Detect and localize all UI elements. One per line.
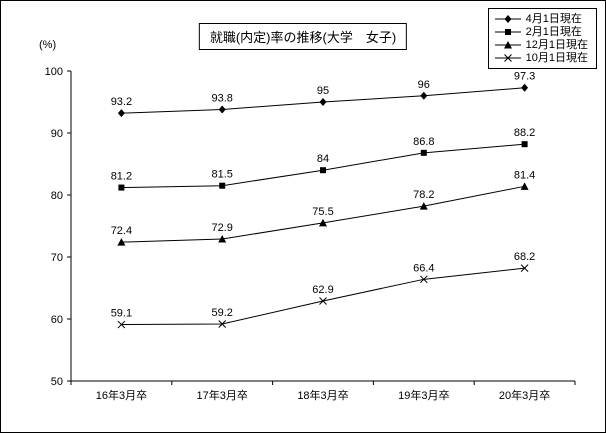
- y-tick-label: 60: [51, 314, 63, 326]
- triangle-marker: [419, 202, 428, 210]
- triangle-marker: [503, 41, 512, 49]
- data-label: 59.1: [111, 308, 132, 320]
- series-line-1: [121, 143, 525, 189]
- x-category-label: 17年3月卒: [197, 388, 248, 402]
- legend-item: 4月1日現在: [494, 13, 588, 25]
- legend-label: 2月1日現在: [525, 26, 582, 38]
- y-tick-label: 50: [51, 376, 63, 388]
- chart-legend: 4月1日現在 2月1日現在 12月1日現在 10月1日現在: [487, 8, 597, 69]
- data-label: 88.2: [514, 127, 535, 139]
- square-marker: [504, 29, 511, 35]
- x-marker: [319, 297, 327, 305]
- diamond-marker: [218, 105, 226, 114]
- triangle-marker: [117, 238, 126, 246]
- diamond-marker: [521, 83, 529, 92]
- square-marker: [219, 182, 226, 189]
- square-marker: [521, 141, 528, 148]
- legend-marker-square: [494, 29, 521, 35]
- data-label: 81.2: [111, 171, 132, 183]
- y-tick-label: 80: [51, 190, 63, 202]
- data-label: 97.3: [514, 71, 535, 83]
- data-label: 84: [317, 153, 329, 165]
- x-category-label: 20年3月卒: [499, 388, 550, 402]
- data-label: 86.8: [413, 136, 434, 148]
- triangle-marker: [520, 182, 529, 190]
- diamond-marker: [117, 109, 125, 118]
- data-label: 81.5: [211, 169, 232, 181]
- legend-item: 12月1日現在: [494, 39, 588, 51]
- diamond-marker: [420, 91, 428, 100]
- x-category-label: 18年3月卒: [297, 388, 348, 402]
- x-marker: [419, 275, 428, 284]
- chart-title: 就職(内定)率の推移(大学 女子): [198, 23, 408, 50]
- x-category-label: 16年3月卒: [96, 388, 147, 402]
- y-axis-unit-label: (%): [39, 39, 57, 51]
- data-label: 95: [317, 85, 329, 97]
- y-tick-label: 100: [45, 66, 63, 78]
- legend-marker-triangle: [494, 41, 521, 49]
- data-label: 59.2: [211, 307, 232, 319]
- x-marker: [218, 320, 227, 328]
- data-label: 93.2: [111, 96, 132, 108]
- y-tick-label: 90: [51, 128, 63, 140]
- legend-item: 10月1日現在: [494, 52, 588, 64]
- legend-marker-x: [494, 54, 521, 62]
- data-label: 96: [418, 79, 430, 91]
- data-label: 72.9: [211, 222, 232, 234]
- x-marker: [117, 320, 126, 329]
- data-label: 72.4: [111, 225, 132, 237]
- square-marker: [420, 149, 427, 156]
- legend-marker-diamond: [494, 15, 521, 23]
- data-label: 68.2: [514, 251, 535, 263]
- triangle-marker: [218, 235, 227, 243]
- triangle-marker: [319, 218, 327, 227]
- legend-label: 10月1日現在: [525, 52, 588, 64]
- data-label: 78.2: [413, 189, 434, 201]
- legend-item: 2月1日現在: [494, 26, 588, 38]
- data-label: 75.5: [312, 206, 333, 218]
- diamond-marker: [319, 98, 327, 106]
- x-category-label: 19年3月卒: [398, 388, 449, 402]
- series-line-3: [121, 267, 525, 326]
- legend-label: 12月1日現在: [525, 39, 588, 51]
- legend-label: 4月1日現在: [525, 13, 582, 25]
- square-marker: [320, 167, 326, 174]
- y-tick-label: 70: [51, 252, 63, 264]
- data-label: 66.4: [413, 262, 434, 274]
- data-label: 62.9: [312, 284, 333, 296]
- diamond-marker: [504, 15, 512, 23]
- square-marker: [118, 184, 125, 191]
- x-marker: [503, 54, 512, 62]
- data-label: 93.8: [211, 92, 232, 104]
- data-label: 81.4: [514, 169, 535, 181]
- x-marker: [520, 264, 529, 273]
